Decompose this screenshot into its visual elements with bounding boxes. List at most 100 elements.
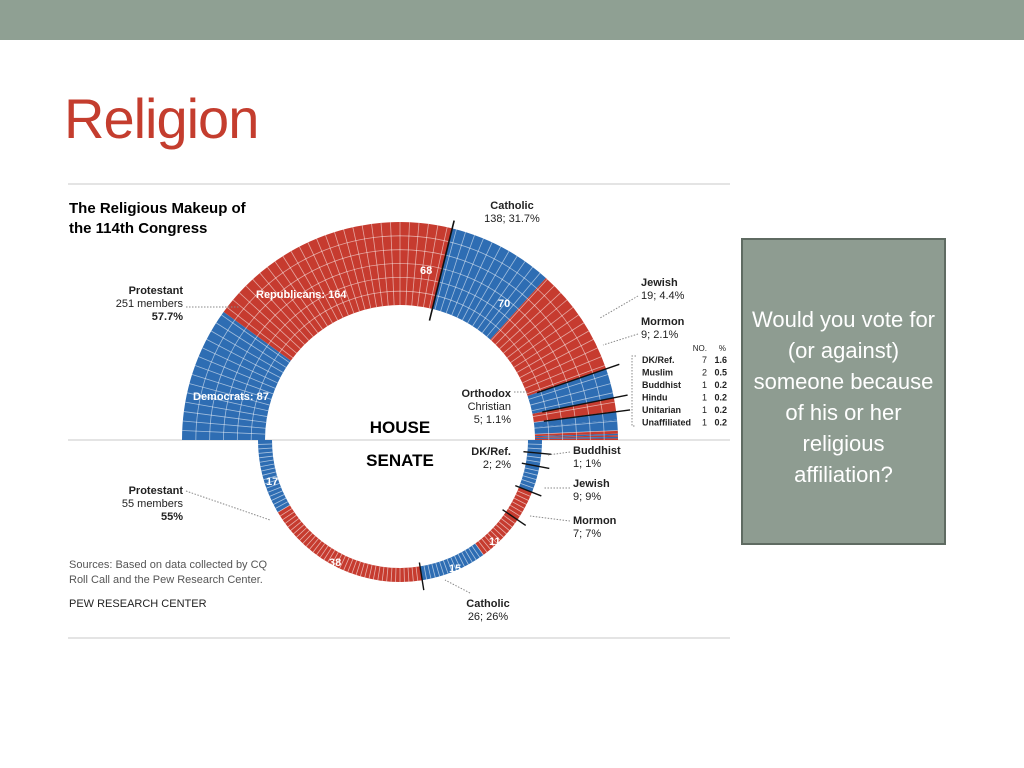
senate-label: SENATE bbox=[366, 451, 434, 470]
house-grid-spoke bbox=[187, 392, 269, 412]
senate-grid-spoke bbox=[260, 463, 275, 468]
house-grid-spoke bbox=[506, 306, 574, 359]
senate-protestant-label-line-1: 55 members bbox=[122, 498, 184, 510]
seat-grid bbox=[182, 222, 618, 582]
senate-grid-spoke bbox=[327, 549, 336, 563]
senate-grid-spoke bbox=[309, 538, 319, 550]
house-grid-spoke bbox=[380, 222, 389, 306]
senate-grid-spoke bbox=[520, 482, 534, 489]
senate-grid-spoke bbox=[290, 521, 302, 531]
house-grid-spoke bbox=[334, 231, 360, 312]
senate-protestant-leader bbox=[185, 490, 271, 521]
group-dividers bbox=[418, 220, 631, 591]
senate-grid-spoke bbox=[481, 538, 491, 550]
senate-grid-spoke bbox=[261, 467, 276, 472]
senate-protestant-label-line-0: Protestant bbox=[129, 485, 184, 497]
table-row-label: DK/Ref. bbox=[642, 355, 675, 365]
senate-grid-spoke bbox=[259, 459, 274, 463]
table-row-no: 1 bbox=[702, 380, 707, 390]
house-grid-spoke bbox=[352, 227, 372, 309]
house-grid-spoke bbox=[307, 242, 344, 318]
senate-grid-spoke bbox=[513, 497, 527, 505]
house-catholic-label-line-1: 138; 31.7% bbox=[484, 213, 540, 225]
senate-grid-spoke bbox=[287, 518, 300, 528]
house-grid-spoke bbox=[522, 347, 598, 384]
house-grid-spoke bbox=[461, 246, 502, 321]
house-orthodox-label-line-0: Orthodox bbox=[462, 388, 512, 400]
senate-grid-spoke bbox=[526, 455, 541, 459]
senate-grid-spoke bbox=[273, 497, 287, 505]
senate-grid-spoke bbox=[509, 504, 523, 513]
senate-grid-spoke bbox=[442, 560, 449, 574]
senate-grid-spoke bbox=[527, 447, 542, 450]
house-grid-spoke bbox=[516, 330, 589, 373]
senate-grid-spoke bbox=[258, 451, 273, 454]
house-grid-spoke bbox=[185, 401, 268, 417]
house-grid-spoke bbox=[182, 430, 266, 435]
senate-grid-spoke bbox=[271, 494, 285, 501]
senate-catholic-republicans bbox=[475, 511, 518, 555]
senate-grid-spoke bbox=[515, 494, 529, 501]
senate-grid-spoke bbox=[319, 545, 329, 558]
senate-grid-spoke bbox=[478, 540, 488, 553]
house-grid-spoke bbox=[486, 272, 541, 337]
senate-grid-spoke bbox=[500, 518, 513, 528]
senate-grid-spoke bbox=[407, 567, 410, 582]
house-small-divider-0 bbox=[536, 363, 620, 394]
table-row-pct: 0.2 bbox=[714, 418, 727, 428]
house-grid-spoke bbox=[290, 251, 333, 324]
house-orthodox-label-line-1: Christian bbox=[468, 401, 511, 413]
house-small-divider-1 bbox=[542, 394, 628, 413]
senate-catholic-democrats bbox=[420, 543, 484, 581]
senate-grid-spoke bbox=[461, 551, 469, 565]
table-row-label: Unitarian bbox=[642, 405, 681, 415]
house-grid-spoke bbox=[232, 299, 297, 354]
senate-grid-spoke bbox=[427, 564, 432, 579]
senate-grid-spoke bbox=[474, 543, 484, 556]
senate-grid-spoke bbox=[305, 535, 316, 547]
senate-protestant-republicans bbox=[277, 505, 423, 582]
senate-grid-spoke bbox=[435, 562, 441, 577]
house-grid-spoke bbox=[361, 225, 377, 308]
house-republicans-label: Republicans: 164 bbox=[256, 289, 347, 301]
house-jewish bbox=[527, 368, 614, 414]
house-grid-spoke bbox=[423, 225, 439, 308]
house-catholic-dem-label: 68 bbox=[420, 265, 432, 277]
senate-grid-spoke bbox=[524, 467, 539, 472]
house-grid-spoke bbox=[221, 314, 290, 363]
other-religions-table: NO. % DK/Ref. 7 1.6 Muslim 2 0.5 Buddhist 1 0.2 Hin… bbox=[631, 344, 727, 428]
house-grid-spoke bbox=[202, 347, 278, 384]
house-grid-spoke bbox=[206, 338, 281, 379]
house-grid-spoke bbox=[513, 322, 585, 368]
house-grid-spoke bbox=[183, 411, 267, 423]
house-grid-spoke bbox=[499, 292, 561, 350]
house-mormon-label-line-1: 9; 2.1% bbox=[641, 329, 679, 341]
table-row-pct: 0.2 bbox=[714, 393, 727, 403]
senate-mormon-label-line-1: 7; 7% bbox=[573, 528, 601, 540]
house-grid-spoke bbox=[189, 383, 270, 406]
senate-grid-spoke bbox=[267, 486, 282, 493]
table-row-pct: 0.2 bbox=[714, 380, 727, 390]
senate-divider-1 bbox=[521, 462, 550, 470]
table-row-no: 7 bbox=[702, 355, 707, 365]
senate-grid-spoke bbox=[484, 535, 495, 547]
house-grid-spoke bbox=[282, 255, 328, 327]
senate-catholic-label-line-0: Catholic bbox=[466, 598, 509, 610]
senate-buddhist-label-line-0: Buddhist bbox=[573, 445, 621, 457]
table-row-pct: 0.2 bbox=[714, 405, 727, 415]
table-bracket bbox=[631, 355, 636, 427]
senate-grid-spoke bbox=[364, 563, 369, 578]
table-header-pct: % bbox=[719, 344, 726, 353]
senate-grid-spoke bbox=[277, 504, 291, 513]
senate-divider-2 bbox=[515, 484, 542, 497]
house-label: HOUSE bbox=[370, 418, 430, 437]
senate-dkref-label-line-1: 2; 2% bbox=[483, 459, 511, 471]
house-grid-spoke bbox=[390, 222, 395, 306]
house-grid-spoke bbox=[182, 420, 266, 429]
house-grid-spoke bbox=[198, 356, 276, 389]
house-jewish-label-line-1: 19; 4.4% bbox=[641, 290, 685, 302]
senate-grid-spoke bbox=[264, 479, 279, 485]
senate-grid-spoke bbox=[381, 566, 385, 581]
house-grid-spoke bbox=[405, 222, 410, 306]
table-row-label: Muslim bbox=[642, 368, 673, 378]
